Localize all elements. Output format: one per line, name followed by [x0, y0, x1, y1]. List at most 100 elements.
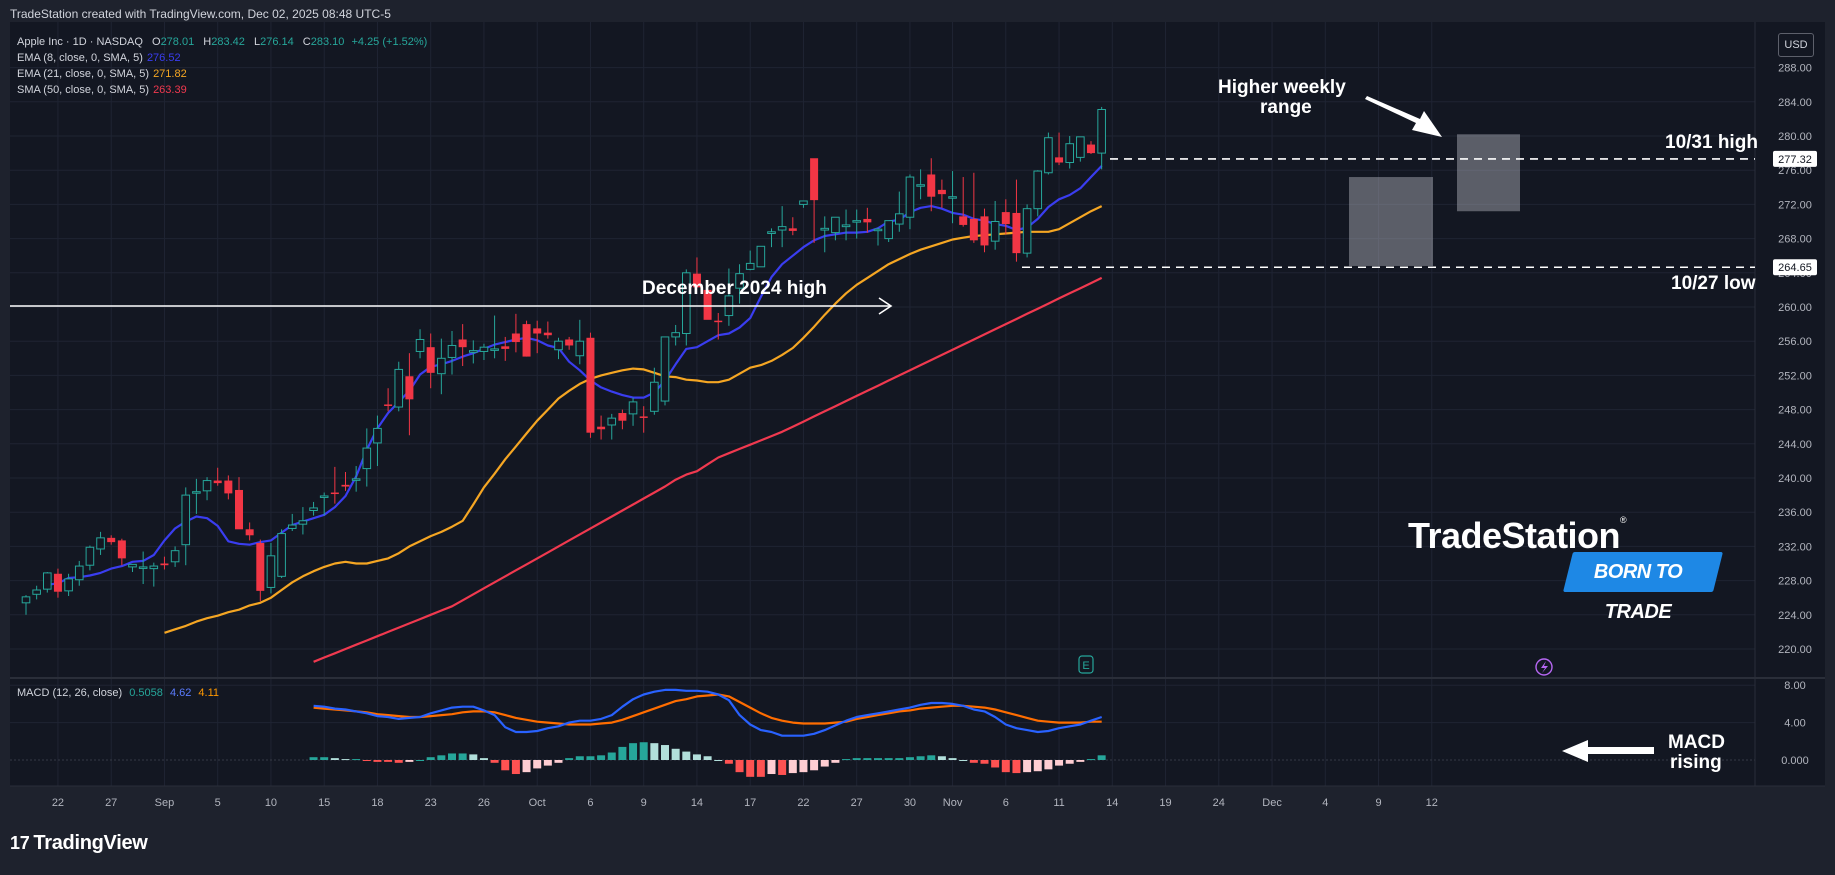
candle-body: [43, 572, 52, 590]
candle-body: [501, 346, 510, 349]
candle-body: [202, 480, 212, 492]
macd-hist-bar: [895, 758, 904, 760]
macd-hist-bar: [309, 757, 318, 760]
legend-ema8-value: 276.52: [146, 52, 181, 64]
candle: [415, 329, 425, 359]
legend-sma50-label: SMA (50, close, 0, SMA, 5): [17, 84, 150, 96]
macd-tick-label: 0.000: [1781, 755, 1809, 767]
candle-body: [170, 550, 180, 563]
legend-sma50-value: 263.39: [153, 84, 187, 96]
candle-body: [1097, 108, 1106, 154]
candle-body: [756, 245, 766, 268]
candle-body: [810, 158, 819, 201]
macd-hist-bar: [724, 760, 733, 764]
candle-body: [213, 480, 222, 484]
price-level-label: 277.32: [1778, 154, 1812, 166]
macd-hist-bar: [831, 760, 840, 763]
candle-body: [362, 447, 372, 470]
macd-hist-bar: [969, 760, 978, 763]
legend-ema21-label: EMA (21, close, 0, SMA, 5): [17, 68, 150, 80]
candle-body: [969, 218, 978, 241]
candle: [309, 501, 318, 516]
macd-hist-bar: [416, 760, 425, 761]
x-tick-label: Dec: [1262, 797, 1282, 809]
macd-hist-bar: [842, 759, 851, 761]
candle-body: [85, 546, 95, 566]
x-tick-label: 5: [215, 797, 221, 809]
macd-hist-bar: [852, 758, 861, 760]
candle: [469, 340, 478, 364]
y-tick-label: 276.00: [1778, 165, 1812, 177]
candle-body: [351, 478, 361, 481]
legend-low: 276.14: [260, 36, 294, 48]
x-tick-label: 15: [318, 797, 330, 809]
candle-body: [1055, 157, 1064, 163]
x-tick-label: 27: [105, 797, 117, 809]
tradingview-logo[interactable]: 17 TradingView: [10, 832, 148, 855]
candle: [511, 313, 520, 353]
x-tick-label: Nov: [943, 797, 963, 809]
candle-body: [990, 221, 1000, 242]
legend-h-label: H: [203, 36, 212, 48]
macd-hist-bar: [479, 758, 488, 760]
macd-hist-bar: [937, 756, 946, 760]
legend-sma50[interactable]: SMA (50, close, 0, SMA, 5) 263.39: [17, 84, 187, 96]
candle: [618, 409, 627, 430]
x-tick-label: 6: [1003, 797, 1009, 809]
y-tick-label: 236.00: [1778, 507, 1812, 519]
candle-body: [149, 565, 159, 570]
x-tick-label: 11: [1053, 797, 1064, 809]
candle: [437, 338, 446, 395]
price-level-label: 264.65: [1778, 262, 1812, 274]
earnings-icon-label: E: [1082, 660, 1089, 672]
macd-hist-bar: [373, 760, 382, 762]
currency-button[interactable]: USD: [1778, 33, 1814, 57]
y-tick-label: 224.00: [1778, 610, 1812, 622]
y-tick-label: 288.00: [1778, 63, 1812, 75]
candle: [224, 475, 233, 500]
macd-hist-bar: [565, 758, 574, 760]
candle-body: [607, 417, 617, 426]
candle-body: [160, 563, 169, 566]
candle-body: [256, 542, 265, 591]
candle: [1055, 132, 1064, 166]
candle: [405, 353, 414, 436]
candle-body: [703, 289, 712, 320]
legend-macd[interactable]: MACD (12, 26, close) 0.5058 4.62 4.11: [17, 687, 219, 699]
candle-body: [74, 565, 84, 581]
x-tick-label: 22: [52, 797, 64, 809]
legend-ema8[interactable]: EMA (8, close, 0, SMA, 5) 276.52: [17, 52, 181, 64]
legend-l-label: L: [253, 36, 261, 48]
legend-ema21[interactable]: EMA (21, close, 0, SMA, 5) 271.82: [17, 68, 187, 80]
macd-hist-bar: [1023, 760, 1032, 773]
macd-hist-bar: [575, 756, 584, 760]
y-tick-label: 252.00: [1778, 370, 1812, 382]
candle-body: [117, 540, 126, 559]
candle-body: [138, 566, 148, 569]
candle: [756, 245, 766, 268]
candle: [266, 542, 276, 594]
x-tick-label: 6: [587, 797, 593, 809]
macd-hist-bar: [1044, 760, 1053, 770]
candle: [1065, 136, 1075, 169]
x-tick-label: 17: [744, 797, 756, 809]
tradestation-word: TradeStation: [1408, 515, 1621, 556]
candle: [575, 319, 585, 365]
macd-hist-bar: [980, 760, 989, 764]
candle: [53, 568, 62, 598]
x-tick-label: 4: [1322, 797, 1328, 809]
macd-hist-bar: [682, 751, 691, 760]
legend-symbol[interactable]: Apple Inc · 1D · NASDAQ: [17, 36, 143, 48]
candle: [703, 283, 712, 320]
candle: [650, 367, 659, 415]
candle: [927, 158, 936, 212]
macd-hist-bar: [362, 760, 371, 761]
candle: [745, 250, 755, 271]
candle: [1076, 136, 1085, 162]
macd-hist-bar: [820, 760, 829, 767]
tradingview-logo-icon: 17: [10, 833, 30, 853]
candle-body: [554, 340, 563, 351]
candle-body: [916, 184, 925, 187]
candle-body: [426, 347, 435, 373]
